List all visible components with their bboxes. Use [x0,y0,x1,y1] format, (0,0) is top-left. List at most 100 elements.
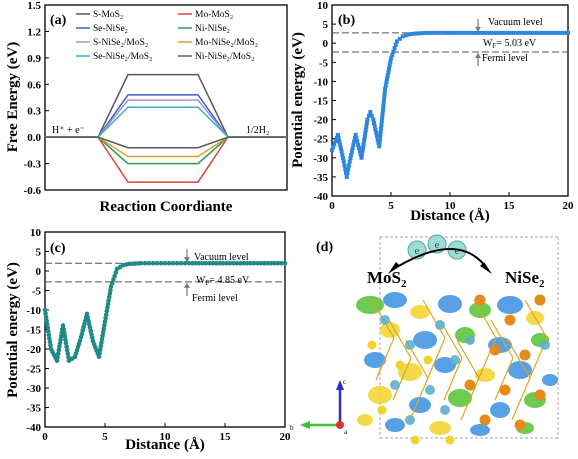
panel-b-data-point [378,130,383,135]
panel-b-data-point [389,56,393,61]
panel-b-data-point [444,30,449,35]
panel-c-data-point [154,260,160,266]
panel-b-vacuum-arrow-head [475,26,481,32]
panel-c-data-point [54,358,60,364]
mo-atom [405,415,415,425]
panel-a-label: (a) [50,13,67,28]
panel-a-legend-label: Ni-NiSe₂/MoS₂ [195,52,254,62]
panel-b-data-point [386,70,391,75]
panel-c-data-point [45,328,51,334]
panel-c-data-point [103,315,108,321]
panel-b-ytick-label: -15 [313,96,328,108]
panel-b-data-point [366,113,371,118]
panel-b-data-point [332,142,337,147]
panel-c-data-point [97,350,102,356]
panel-b-data-point [336,136,341,141]
panel-a-xlabel: Reaction Coordiante [100,199,233,215]
bond [511,377,531,421]
panel-a-ytick-label: 0.3 [27,106,41,118]
panel-b-data-point [331,145,336,150]
panel-b-fermi-label: Fermi level [482,53,528,64]
s-atom [423,355,433,365]
panel-c-fermi-label: Fermi level [192,293,238,304]
panel-c-data-point [220,260,226,266]
panel-b-data-point [463,30,468,35]
panel-b-data-point [488,30,493,35]
panel-b-label: (b) [338,13,355,28]
panel-b-xlabel: Distance (Å) [410,208,490,224]
panel-d-axes-triad: c a b [290,378,348,436]
panel-c-data-point [244,260,250,266]
panel-c-data-point [99,336,105,342]
panel-b-data-point [360,148,365,153]
panel-c-data-point [251,260,257,266]
charge-density-lobe [497,296,523,314]
panel-b-data-point [369,113,374,118]
ni-atom [464,379,476,391]
panel-b-data-point [345,171,350,176]
panel-b-data-point [518,30,523,35]
panel-b-data-point [400,34,405,39]
panel-b-data-point [383,87,388,92]
ni-atom [474,294,486,306]
panel-c-data-point [106,294,112,300]
panel-c-data-point [98,343,104,349]
panel-b-data-point [355,139,360,144]
panel-c-data-point [56,347,62,353]
panel-b-data-point [448,30,452,35]
panel-a-ytick-label: -0.6 [24,185,42,197]
panel-b-data-point [455,30,460,35]
panel-b-data-point [347,159,352,164]
panel-c-data-point [217,260,223,266]
panel-b-data-point [344,174,349,179]
panel-d-arrow-head-left [388,262,400,274]
panel-b-data-point [357,149,362,154]
panel-b-data-point [381,97,386,102]
panel-c-data-point [58,333,64,339]
panel-b-data-point [352,139,357,144]
panel-b-data-point [495,30,500,35]
panel-a-state-left: H⁺ + e⁻ [52,125,85,136]
charge-density-lobe [470,424,490,436]
panel-c-data-point [102,319,108,325]
panel-c-data-point [210,260,216,266]
panel-d-charge-density [356,292,558,445]
panel-b-data-point [412,31,417,36]
panel-b-data-point [350,146,355,151]
panel-c-data-point [162,260,168,266]
panel-b-data-point [418,31,423,36]
panel-b-data-point [346,163,351,168]
charge-density-lobe [398,363,422,381]
electron-symbol: e [415,245,420,257]
panel-b-data-point [338,142,343,147]
panel-b-data-point [467,30,472,35]
panel-c-data-point [47,339,53,345]
panel-a-ytick-label: -0.3 [24,159,42,171]
panel-b-data-point [375,137,380,142]
panel-b-ytick-label: 10 [317,0,329,12]
mo-atom [425,385,435,395]
panel-b-data-point [403,33,408,38]
panel-b-data-point [373,127,378,132]
charge-density-lobe [410,305,430,319]
bond [460,377,480,421]
panel-b-data-point [436,30,441,35]
mo-atom [540,340,550,350]
panel-b-data-point [378,133,383,138]
ni-atom [499,384,511,396]
panel-b-xtick-label: 5 [388,200,394,212]
panel-b-data-point [364,121,369,126]
bond [375,337,395,381]
bond [388,319,412,359]
panel-b-data-point [371,117,376,122]
panel-b-data-point [377,137,382,142]
panel-a-ytick-label: 1.2 [27,26,41,38]
panel-c-data-point [200,260,206,266]
panel-b-data-point [549,30,554,35]
panel-c-data-point [60,323,66,328]
panel-c-data-point [214,260,219,266]
panel-b-data-point [380,108,385,113]
panel-c-data-point [65,351,71,356]
panel-b-data-point [532,30,537,35]
panel-c-wf: WF= 4.85 eV [196,275,250,287]
